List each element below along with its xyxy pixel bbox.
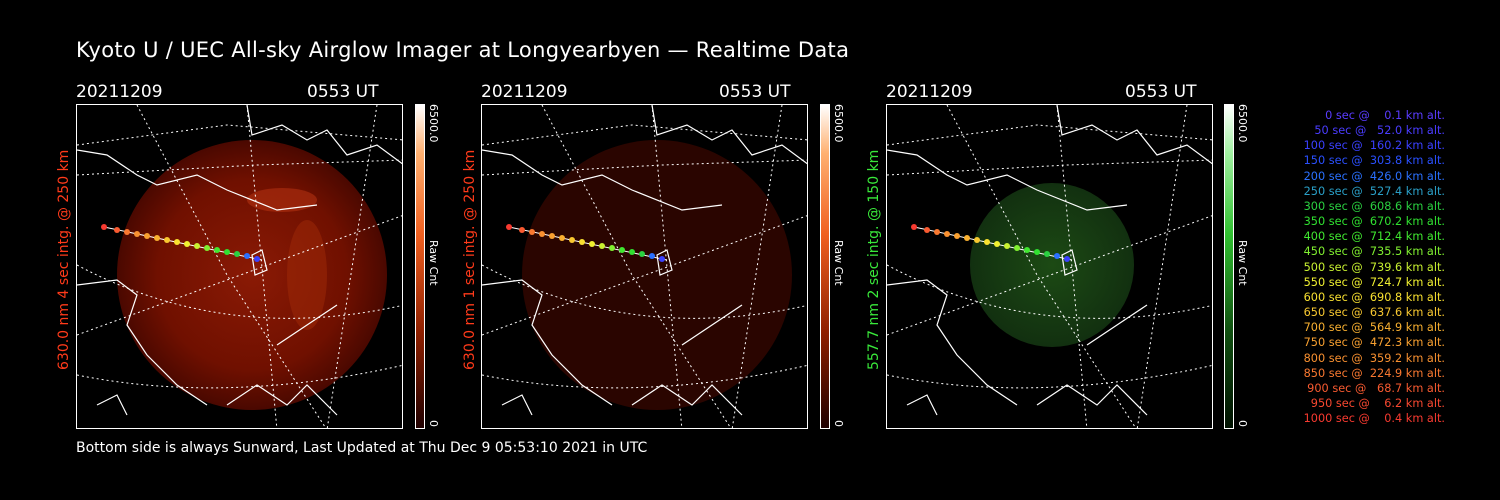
coastlines [77,105,402,416]
panel-1-image [76,104,403,429]
colorbar-3-min: 0 [1236,420,1249,427]
colorbar-1-max: 6500.0 [427,104,440,143]
legend-row: 700 sec @ 564.9 km alt. [1303,321,1445,335]
legend-row: 350 sec @ 670.2 km alt. [1303,215,1445,229]
panel-1-time: 0553 UT [307,82,379,102]
legend-row: 50 sec @ 52.0 km alt. [1314,124,1445,138]
colorbar-3-unit: Raw Cnt [1236,240,1249,286]
airglow-disk [970,183,1134,347]
coastlines [887,105,1212,416]
colorbar-3 [1224,104,1234,429]
colorbar-3-max: 6500.0 [1236,104,1249,143]
panel-1-date: 20211209 [76,82,163,102]
legend-row: 900 sec @ 68.7 km alt. [1307,381,1445,395]
legend-row: 300 sec @ 608.6 km alt. [1303,199,1445,213]
legend-row: 650 sec @ 637.6 km alt. [1303,306,1445,320]
legend-row: 550 sec @ 724.7 km alt. [1303,275,1445,289]
legend-row: 850 sec @ 224.9 km alt. [1303,366,1445,380]
allsky-map-3 [887,105,1212,428]
legend-row: 100 sec @ 160.2 km alt. [1303,139,1445,153]
trajectory [101,224,263,262]
panel-3-image [886,104,1213,429]
allsky-map-1 [77,105,402,428]
colorbar-2-unit: Raw Cnt [832,240,845,286]
panel-2-image [481,104,808,429]
panel-3-date: 20211209 [886,82,973,102]
legend-row: 250 sec @ 527.4 km alt. [1303,184,1445,198]
legend-row: 500 sec @ 739.6 km alt. [1303,260,1445,274]
panel-1-side-label: 630.0 nm 4 sec intg. @ 250 km [56,149,72,370]
legend-row: 200 sec @ 426.0 km alt. [1303,169,1445,183]
legend-row: 950 sec @ 6.2 km alt. [1310,396,1445,410]
legend-row: 150 sec @ 303.8 km alt. [1303,154,1445,168]
legend-row: 600 sec @ 690.8 km alt. [1303,290,1445,304]
page-title: Kyoto U / UEC All-sky Airglow Imager at … [76,38,850,62]
colorbar-1 [415,104,425,429]
allsky-map-2 [482,105,807,428]
panel-2-side-label: 630.0 nm 1 sec intg. @ 250 km [462,149,478,370]
trajectory [506,224,668,262]
legend-row: 400 sec @ 712.4 km alt. [1303,230,1445,244]
footer-note: Bottom side is always Sunward, Last Upda… [76,440,648,456]
airglow-disk [117,140,387,410]
airglow-disk [522,140,792,410]
trajectory-legend: 0 sec @ 0.1 km alt. 50 sec @ 52.0 km alt.… [1265,108,1445,426]
legend-row: 800 sec @ 359.2 km alt. [1303,351,1445,365]
colorbar-2-min: 0 [832,420,845,427]
grid-lines [887,105,1212,428]
coastlines [482,105,807,416]
legend-row: 0 sec @ 0.1 km alt. [1325,109,1445,122]
trajectory [911,224,1073,262]
colorbar-1-min: 0 [427,420,440,427]
panel-2-date: 20211209 [481,82,568,102]
panel-2-time: 0553 UT [719,82,791,102]
panel-3-side-label: 557.7 nm 2 sec intg. @ 150 km [866,149,882,370]
colorbar-2 [820,104,830,429]
legend-row: 1000 sec @ 0.4 km alt. [1303,412,1445,426]
legend-row: 750 sec @ 472.3 km alt. [1303,336,1445,350]
colorbar-2-max: 6500.0 [832,104,845,143]
grid-lines [77,105,402,428]
legend-row: 450 sec @ 735.5 km alt. [1303,245,1445,259]
grid-lines [482,105,807,428]
panel-3-time: 0553 UT [1125,82,1197,102]
colorbar-1-unit: Raw Cnt [427,240,440,286]
